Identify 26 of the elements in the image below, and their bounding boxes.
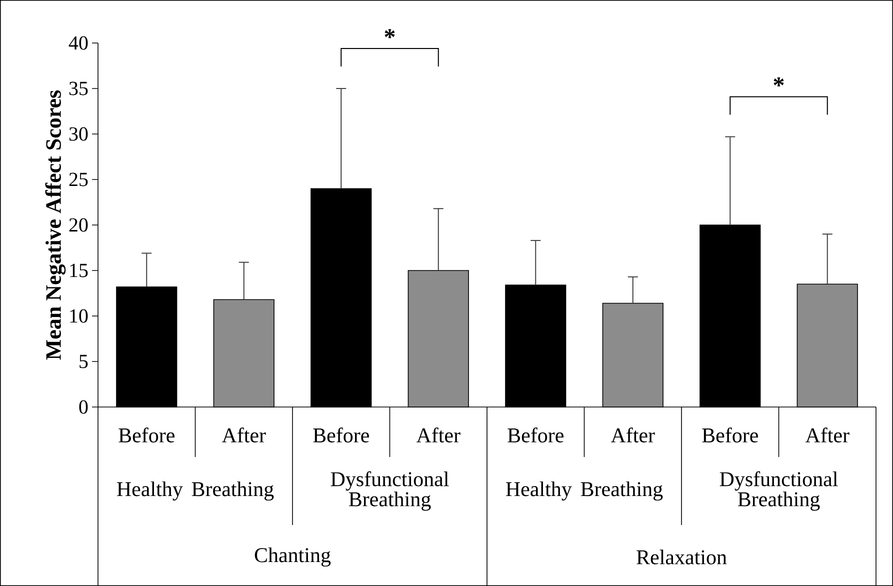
x-tick-label: Before xyxy=(702,428,758,442)
x-tick-label: Before xyxy=(508,428,564,442)
y-tick-label: 10 xyxy=(70,309,88,323)
text: Relaxation xyxy=(636,550,727,564)
text: Dysfunctional Breathing xyxy=(720,471,838,511)
y-tick-label: 30 xyxy=(69,127,88,141)
x-tick-label: Before xyxy=(313,428,369,442)
y-tick-label: 25 xyxy=(69,172,88,186)
x-tick-label: Before xyxy=(118,428,174,442)
y-tick-label: 40 xyxy=(68,36,88,50)
x-tick-label: After xyxy=(610,428,655,442)
text: Healthy Breathing xyxy=(506,481,663,501)
y-tick-label: 35 xyxy=(69,82,88,96)
text: * xyxy=(384,29,395,38)
annotation: * xyxy=(774,77,784,86)
y-axis-title: Mean Negative Affect Scores xyxy=(45,90,66,360)
x-tick-label: After xyxy=(222,428,266,442)
y-tick-label: 20 xyxy=(69,218,88,232)
y-tick-label: 0 xyxy=(79,400,88,414)
x-tick-label: After xyxy=(416,428,460,442)
y-tick-label: 15 xyxy=(70,264,88,278)
text: Healthy Breathing xyxy=(117,481,274,501)
x-tick-label: After xyxy=(805,428,850,442)
text: Chanting xyxy=(254,547,331,567)
y-tick-label: 5 xyxy=(80,354,88,368)
text: Dysfunctional Breathing xyxy=(330,471,449,511)
